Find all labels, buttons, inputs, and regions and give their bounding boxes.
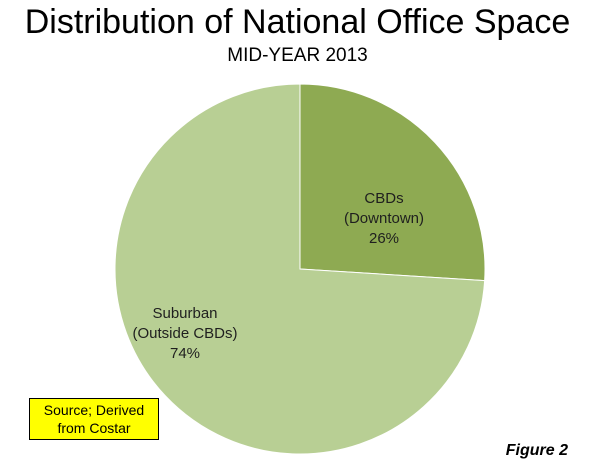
pie-slices (114, 83, 486, 455)
chart-title: Distribution of National Office Space (24, 3, 571, 41)
pie-slice-label-1: CBDs (Downtown) 26% (344, 190, 424, 247)
chart-subtitle: MID-YEAR 2013 (227, 45, 368, 66)
figure-label: Figure 2 (505, 442, 568, 459)
pie-slice-label-line: CBDs (364, 190, 403, 207)
pie-slice-2 (114, 83, 486, 455)
source-note-box: Source; Derived from Costar (29, 398, 159, 440)
pie-slice-label-line: (Downtown) (344, 210, 424, 227)
pie-slice-1 (299, 83, 486, 282)
pie-labels: CBDs (Downtown) 26% Suburban (Outside CBDs) 7… (132, 190, 424, 362)
source-note-text: Source; Derived from Costar (43, 402, 145, 436)
pie-slice-label-2: Suburban (Outside CBDs) 74% (132, 305, 237, 362)
pie-slice-label-line: (Outside CBDs) (132, 325, 237, 342)
pie-slice-label-line: 26% (369, 230, 399, 247)
pie-slice-label-line: Suburban (152, 305, 217, 322)
pie-slice-label-line: 74% (170, 345, 200, 362)
